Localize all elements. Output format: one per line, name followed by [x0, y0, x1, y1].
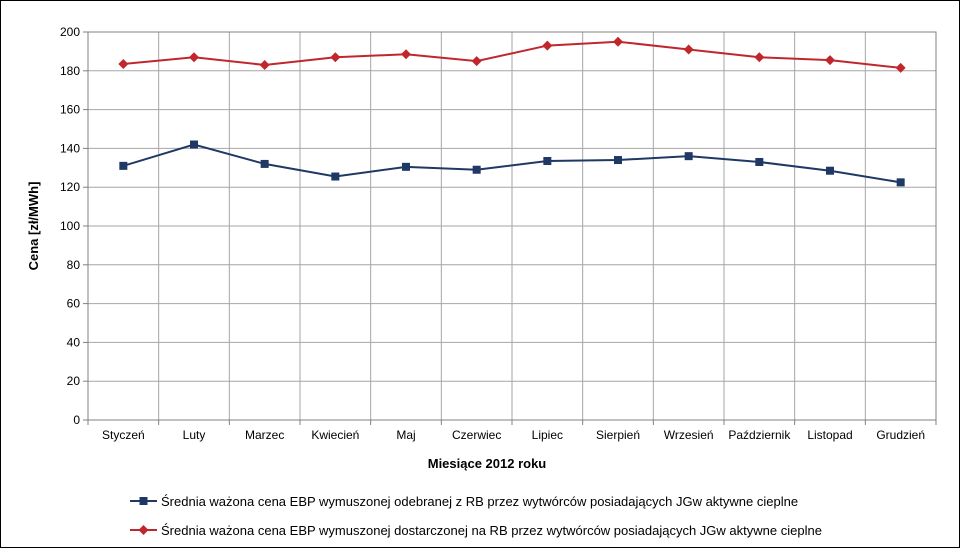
series-line: [123, 143, 901, 184]
x-tick-label: Grudzień: [876, 428, 925, 442]
data-point: [401, 49, 411, 60]
data-point: [190, 140, 198, 149]
y-axis-title: Cena [zł/MWh]: [26, 182, 41, 271]
data-point: [613, 36, 623, 47]
y-tick-label: 20: [67, 374, 81, 388]
data-point: [331, 172, 340, 181]
data-point: [542, 40, 553, 51]
x-tick-label: Listopad: [807, 428, 852, 442]
legend: Średnia ważona cena EBP wymuszonej odebr…: [130, 494, 822, 538]
y-tick-label: 140: [60, 141, 80, 155]
legend-item: Średnia ważona cena EBP wymuszonej dosta…: [130, 523, 822, 538]
data-point: [825, 55, 835, 66]
series-1: [119, 140, 905, 187]
data-point: [119, 161, 128, 170]
data-point: [471, 56, 482, 67]
y-tick-label: 100: [60, 219, 80, 233]
data-point: [826, 166, 834, 175]
data-point: [683, 44, 694, 55]
x-tick-label: Wrzesień: [664, 428, 714, 442]
data-point: [402, 162, 410, 171]
x-tick-label: Czerwiec: [452, 428, 501, 442]
legend-item: Średnia ważona cena EBP wymuszonej odebr…: [130, 494, 798, 509]
grid-lines: [88, 31, 936, 421]
x-tick-label: Maj: [396, 428, 415, 442]
data-point: [472, 165, 481, 174]
legend-marker: [139, 497, 148, 505]
data-point: [614, 156, 622, 165]
y-tick-label: 160: [60, 103, 80, 117]
data-point: [118, 59, 129, 70]
series-line: [123, 40, 901, 69]
y-tick-label: 120: [60, 180, 80, 194]
y-tick-label: 80: [67, 258, 81, 272]
y-tick-label: 0: [73, 413, 80, 427]
y-tick-label: 200: [60, 25, 80, 39]
y-tick-label: 60: [67, 297, 81, 311]
data-point: [896, 178, 905, 187]
y-tick-label: 180: [60, 64, 80, 78]
x-axis-ticks: Styczeń Luty Marzec Kwiecień Maj Czerwiec Lipi…: [87, 420, 937, 442]
data-point: [754, 52, 765, 63]
data-point: [259, 59, 270, 70]
data-point: [189, 52, 199, 63]
series-2: [118, 36, 906, 73]
data-series: [118, 36, 906, 187]
data-point: [684, 152, 693, 161]
legend-label: Średnia ważona cena EBP wymuszonej dosta…: [161, 523, 822, 538]
x-tick-label: Marzec: [245, 428, 284, 442]
data-point: [330, 52, 341, 63]
x-tick-label: Lipiec: [532, 428, 563, 442]
x-tick-label: Luty: [183, 428, 206, 442]
data-point: [895, 62, 906, 73]
x-tick-label: Sierpień: [596, 428, 640, 442]
legend-marker: [138, 525, 149, 535]
x-tick-label: Styczeń: [102, 428, 145, 442]
data-point: [543, 157, 552, 166]
x-tick-label: Kwiecień: [311, 428, 359, 442]
y-tick-label: 40: [67, 335, 81, 349]
y-axis-ticks: 0 20 40 60 80 100 120 140 160 180 200: [60, 25, 88, 427]
data-point: [755, 157, 764, 166]
data-point: [260, 159, 269, 168]
x-tick-label: Październik: [728, 428, 791, 442]
x-axis-title: Miesiące 2012 roku: [428, 456, 547, 471]
legend-label: Średnia ważona cena EBP wymuszonej odebr…: [161, 494, 798, 509]
